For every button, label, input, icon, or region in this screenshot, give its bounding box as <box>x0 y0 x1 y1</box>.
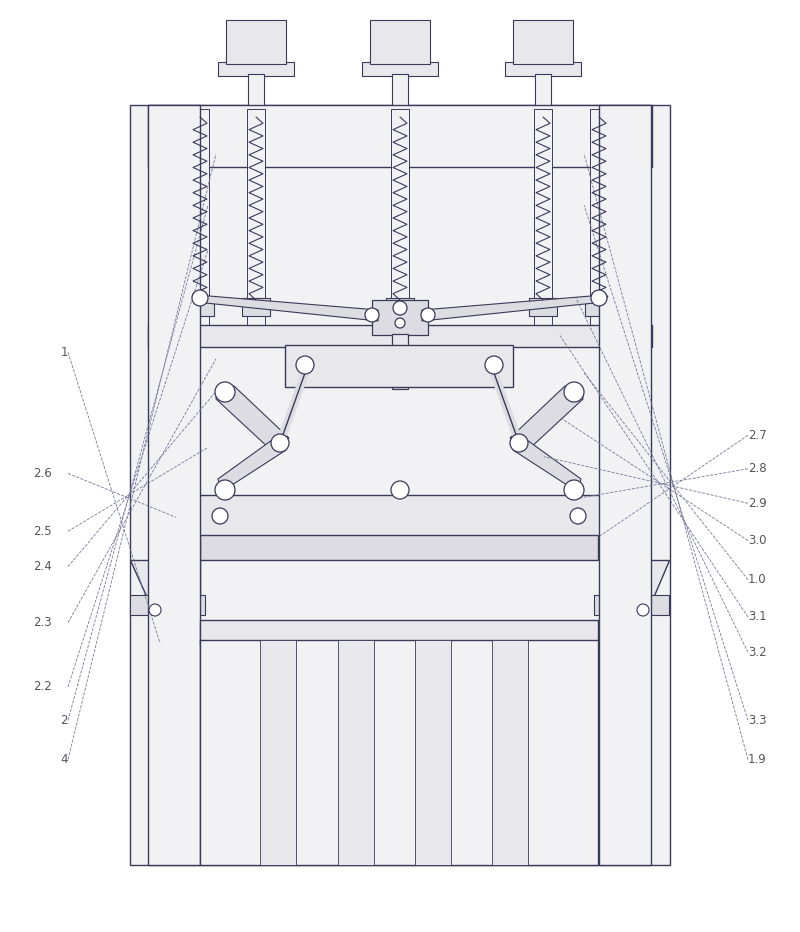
Bar <box>200 640 598 865</box>
Bar <box>338 640 374 865</box>
Text: 2.4: 2.4 <box>34 560 52 573</box>
Text: 2: 2 <box>61 714 68 727</box>
Bar <box>529 298 557 316</box>
Bar <box>535 74 551 106</box>
Polygon shape <box>216 386 289 450</box>
Circle shape <box>391 481 409 499</box>
Circle shape <box>510 434 528 452</box>
Bar <box>148 325 652 347</box>
Circle shape <box>564 382 584 402</box>
Circle shape <box>212 508 228 524</box>
Bar <box>386 298 414 316</box>
Bar <box>590 109 608 328</box>
Text: 2.8: 2.8 <box>748 462 766 475</box>
Text: 3.0: 3.0 <box>748 534 766 547</box>
Bar <box>226 20 286 64</box>
Text: 2.7: 2.7 <box>748 429 766 442</box>
Circle shape <box>271 434 289 452</box>
Bar <box>148 105 652 167</box>
Bar <box>594 595 669 615</box>
Polygon shape <box>422 296 608 321</box>
Bar <box>200 620 598 645</box>
Bar <box>392 334 408 389</box>
Bar <box>130 595 205 615</box>
Polygon shape <box>192 296 378 321</box>
Circle shape <box>570 508 586 524</box>
Bar <box>513 20 573 64</box>
Bar <box>492 640 528 865</box>
Bar <box>362 62 438 76</box>
Circle shape <box>215 382 235 402</box>
Text: 1.9: 1.9 <box>748 753 766 766</box>
Bar <box>247 109 265 328</box>
Circle shape <box>365 308 379 322</box>
Bar <box>191 109 209 328</box>
Bar <box>534 109 552 328</box>
Bar <box>370 20 430 64</box>
Circle shape <box>395 318 405 328</box>
Circle shape <box>192 290 208 306</box>
Circle shape <box>215 480 235 500</box>
Text: 1: 1 <box>61 346 68 359</box>
Circle shape <box>149 604 161 616</box>
Text: 2.2: 2.2 <box>34 680 52 693</box>
Polygon shape <box>218 440 286 485</box>
Bar <box>148 105 200 865</box>
Text: 3.1: 3.1 <box>748 610 766 624</box>
Text: 2.3: 2.3 <box>34 616 52 629</box>
Bar <box>130 105 670 865</box>
Text: 2.9: 2.9 <box>748 497 766 510</box>
Bar <box>505 62 581 76</box>
Bar <box>391 109 409 328</box>
Text: 3.2: 3.2 <box>748 646 766 659</box>
Polygon shape <box>513 440 581 485</box>
Bar <box>372 300 428 335</box>
Text: 3.3: 3.3 <box>748 714 766 727</box>
Circle shape <box>591 290 607 306</box>
Circle shape <box>564 480 584 500</box>
Circle shape <box>393 301 407 315</box>
Polygon shape <box>600 560 669 600</box>
Polygon shape <box>510 386 583 450</box>
Bar <box>185 495 613 537</box>
Bar <box>415 640 451 865</box>
Text: 2.5: 2.5 <box>34 525 52 538</box>
Circle shape <box>421 308 435 322</box>
Bar <box>585 298 613 316</box>
Text: 1.0: 1.0 <box>748 573 766 586</box>
Bar <box>260 640 296 865</box>
Bar <box>200 535 598 560</box>
Bar <box>248 74 264 106</box>
Circle shape <box>296 356 314 374</box>
Bar <box>392 74 408 106</box>
Bar <box>242 298 270 316</box>
Circle shape <box>637 604 649 616</box>
Bar <box>285 345 513 387</box>
Bar <box>218 62 294 76</box>
Bar <box>186 298 214 316</box>
Polygon shape <box>130 560 200 600</box>
Circle shape <box>485 356 503 374</box>
Text: 2.6: 2.6 <box>34 467 52 480</box>
Bar <box>599 105 651 865</box>
Text: 4: 4 <box>61 753 68 766</box>
